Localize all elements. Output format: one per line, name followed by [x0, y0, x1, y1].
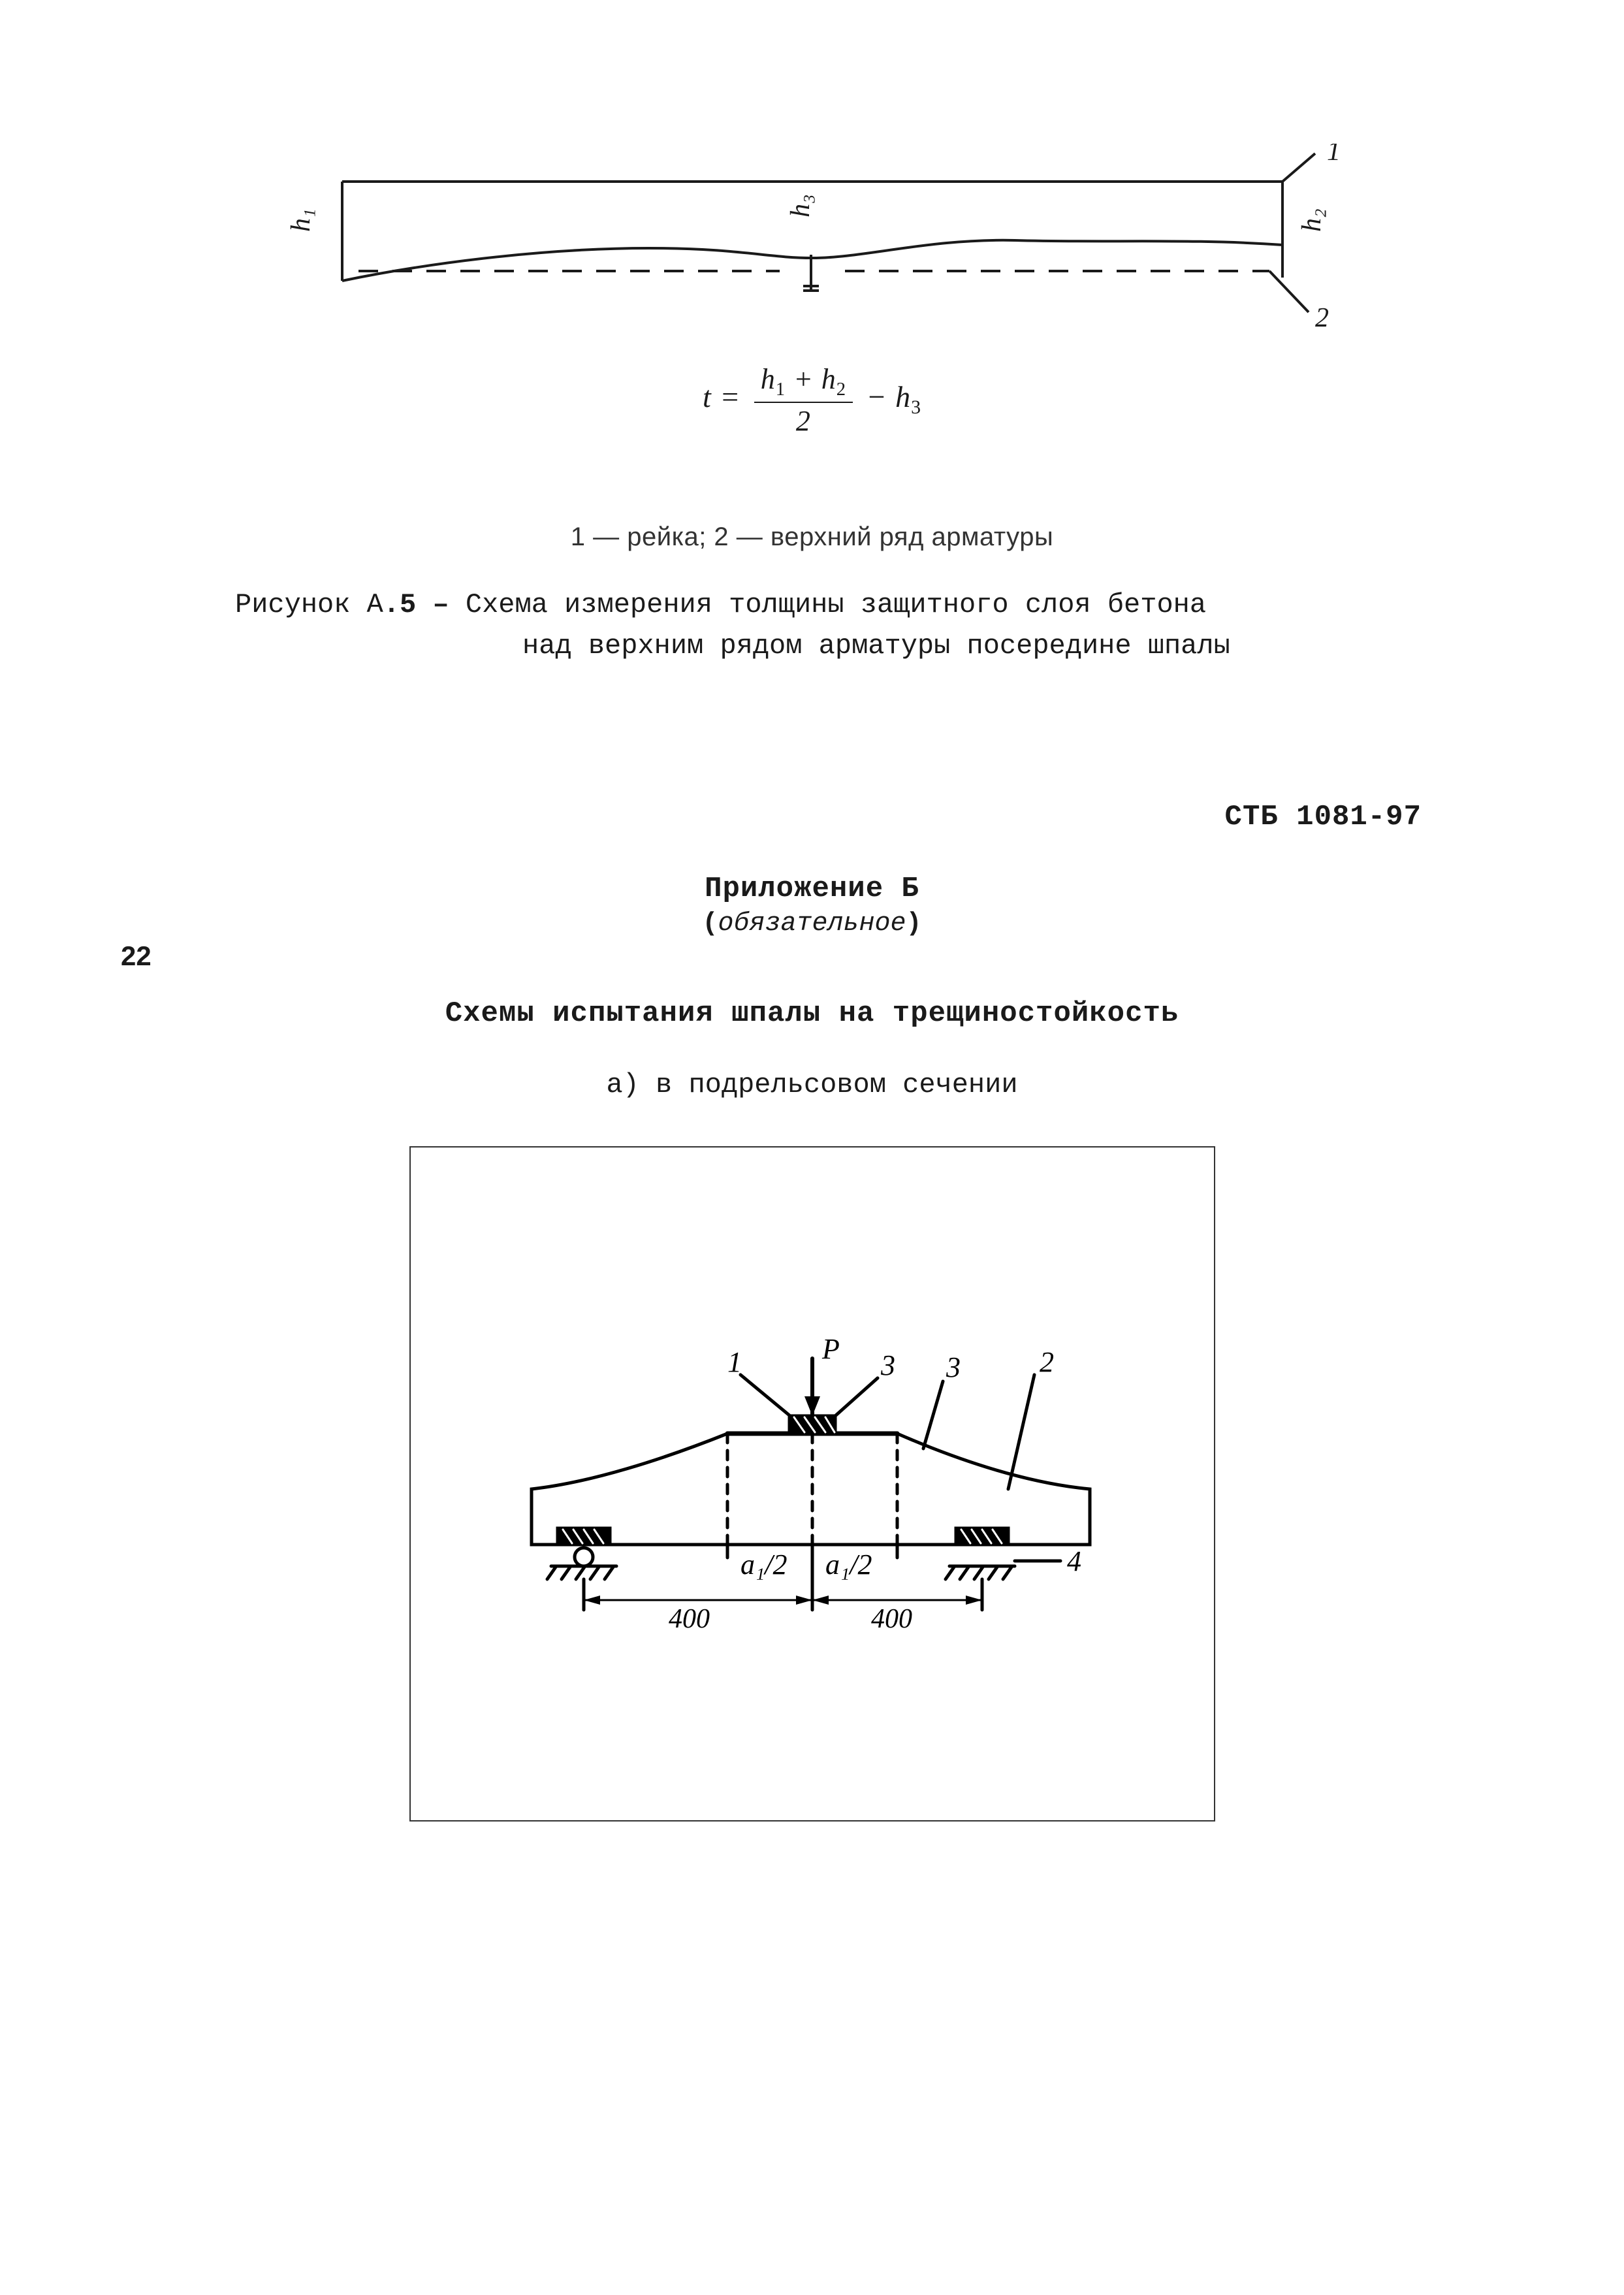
label-a-half-right: a₁/2 [825, 1549, 872, 1581]
figure-b-frame: P 1 3 3 2 4 a₁/2 a₁/2 400 400 [409, 1146, 1215, 1822]
figure-b-diagram: P 1 3 3 2 4 a₁/2 a₁/2 400 400 [492, 1319, 1132, 1662]
formula-lhs: t [703, 380, 712, 413]
caption-line-1: Рисунок А.5 – Схема измерения толщины за… [183, 585, 1441, 626]
section-a-label: а) в подрельсовом сечении [183, 1069, 1441, 1100]
formula-denominator: 2 [754, 403, 853, 438]
svg-text:h₁: h₁ [286, 208, 316, 232]
label-a-half-left: a₁/2 [740, 1549, 788, 1581]
svg-text:1: 1 [1327, 144, 1341, 167]
dim-400-left: 400 [669, 1604, 710, 1634]
figure-a5-block: h₁ h₃ h₂ 1 2 t = h1 + h22 − h3 1 — рейка… [183, 144, 1441, 667]
caption-line-2: над верхним рядом арматуры посередине шп… [183, 626, 1441, 667]
label-2: 2 [1040, 1346, 1054, 1378]
svg-text:2: 2 [1315, 303, 1329, 333]
formula-minus: − [858, 380, 895, 413]
test-schemes-heading: Схемы испытания шпалы на трещиностойкост… [183, 997, 1441, 1030]
label-3b: 3 [946, 1351, 961, 1383]
figure-a5-diagram: h₁ h₃ h₂ 1 2 [264, 144, 1361, 343]
figure-a5-legend: 1 — рейка; 2 — верхний ряд арматуры [183, 522, 1441, 552]
document-page: h₁ h₃ h₂ 1 2 t = h1 + h22 − h3 1 — рейка… [0, 0, 1624, 2295]
label-3a: 3 [880, 1349, 895, 1381]
formula-eq: = [712, 380, 749, 413]
figure-b-svg: P 1 3 3 2 4 a₁/2 a₁/2 400 400 [492, 1319, 1132, 1659]
label-1: 1 [727, 1346, 742, 1378]
formula-rhs: h3 [895, 380, 921, 413]
label-4: 4 [1067, 1545, 1081, 1577]
formula-fraction: h1 + h22 [754, 362, 853, 438]
page-number: 22 [121, 940, 151, 972]
figure-a5-formula: t = h1 + h22 − h3 [183, 362, 1441, 438]
figure-a5-svg: h₁ h₃ h₂ 1 2 [264, 144, 1361, 340]
appendix-heading: Приложение Б [183, 873, 1441, 905]
figure-a5-caption: Рисунок А.5 – Схема измерения толщины за… [183, 585, 1441, 667]
svg-text:h₂: h₂ [1297, 208, 1327, 232]
label-P: P [821, 1333, 840, 1365]
formula-numerator: h1 + h2 [754, 362, 853, 403]
dim-400-right: 400 [871, 1604, 912, 1634]
appendix-subheading: (обязательное) [183, 909, 1441, 939]
standard-code: СТБ 1081-97 [183, 801, 1441, 833]
svg-text:h₃: h₃ [786, 194, 816, 217]
